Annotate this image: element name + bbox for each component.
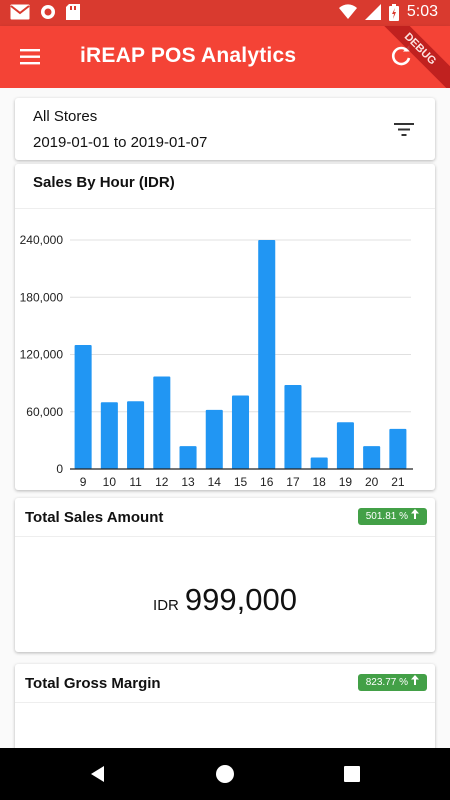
bar-hour-12[interactable] [153,376,171,469]
x-tick-label: 16 [260,475,274,489]
total-sales-card: Total Sales Amount 501.81 % IDR 999,000 [15,498,435,652]
arrow-up-icon [411,508,419,525]
x-tick-label: 14 [208,475,222,489]
x-tick-label: 11 [129,475,142,489]
clock-time: 5:03 [406,3,438,20]
y-tick-label: 240,000 [20,233,64,247]
x-tick-label: 10 [103,475,117,489]
record-icon [40,4,56,20]
x-tick-label: 21 [391,475,405,489]
bar-hour-20[interactable] [363,446,381,469]
x-tick-label: 18 [313,475,327,489]
store-filter-card[interactable]: All Stores 2019-01-01 to 2019-01-07 [15,98,435,160]
bar-hour-15[interactable] [231,395,250,469]
navigation-bar [0,748,450,800]
bar-hour-17[interactable] [284,385,302,469]
bar-hour-13[interactable] [179,446,197,469]
sd-card-icon [66,4,80,20]
x-tick-label: 13 [181,475,195,489]
card-divider [15,536,435,537]
bar-hour-14[interactable] [205,409,223,469]
total-sales-amount: IDR 999,000 [15,582,435,618]
gmail-icon [10,4,30,20]
bar-hour-9[interactable] [74,344,92,469]
status-bar: 5:03 [0,0,450,26]
total-sales-change-badge: 501.81 % [357,508,427,525]
gross-margin-change: 823.77 % [365,677,408,688]
bar-hour-16[interactable] [258,240,276,469]
bar-hour-18[interactable] [310,457,328,469]
sales-by-hour-chart: 0 60,000 120,000 180,000 240,000 9 10 11 12 13 14 1… [20,233,413,489]
date-range: 2019-01-01 to 2019-01-07 [33,134,208,151]
dashboard-content[interactable]: All Stores 2019-01-01 to 2019-01-07 Sale… [0,88,450,748]
total-sales-title: Total Sales Amount [25,509,164,526]
y-tick-label: 120,000 [20,348,64,362]
bar-hour-21[interactable] [389,428,407,469]
y-tick-label: 0 [56,462,63,476]
sales-amount-value: 999,000 [184,582,297,617]
card-divider [15,702,435,703]
wifi-icon [338,4,357,20]
bar-hour-10[interactable] [100,402,118,469]
y-tick-label: 180,000 [20,290,64,304]
gross-margin-title: Total Gross Margin [25,675,161,692]
signal-icon [364,4,381,20]
filter-icon[interactable] [393,120,415,138]
recents-icon[interactable] [342,764,362,784]
home-icon[interactable] [215,764,235,784]
store-name: All Stores [33,108,98,125]
x-tick-label: 20 [365,475,379,489]
chart-title: Sales By Hour (IDR) [33,174,175,191]
y-tick-label: 60,000 [26,405,63,419]
x-tick-label: 12 [155,475,169,489]
total-gross-margin-card: Total Gross Margin 823.77 % [15,664,435,748]
currency-label: IDR [153,597,179,614]
card-divider [15,208,435,209]
x-tick-label: 19 [339,475,353,489]
arrow-up-icon [411,674,419,691]
app-title: iREAP POS Analytics [80,44,297,67]
x-tick-label: 17 [286,475,300,489]
bar-hour-11[interactable] [127,401,145,469]
sales-by-hour-card: Sales By Hour (IDR) 0 60,000 120,000 180,00… [15,164,435,490]
x-tick-label: 9 [80,475,87,489]
app-bar: iREAP POS Analytics DEBUG [0,26,450,88]
back-icon[interactable] [88,764,108,784]
total-sales-change: 501.81 % [365,511,408,522]
gross-margin-change-badge: 823.77 % [357,674,427,691]
menu-icon[interactable] [18,45,44,69]
x-tick-label: 15 [234,475,248,489]
bar-hour-19[interactable] [336,422,354,469]
battery-icon [388,3,399,21]
